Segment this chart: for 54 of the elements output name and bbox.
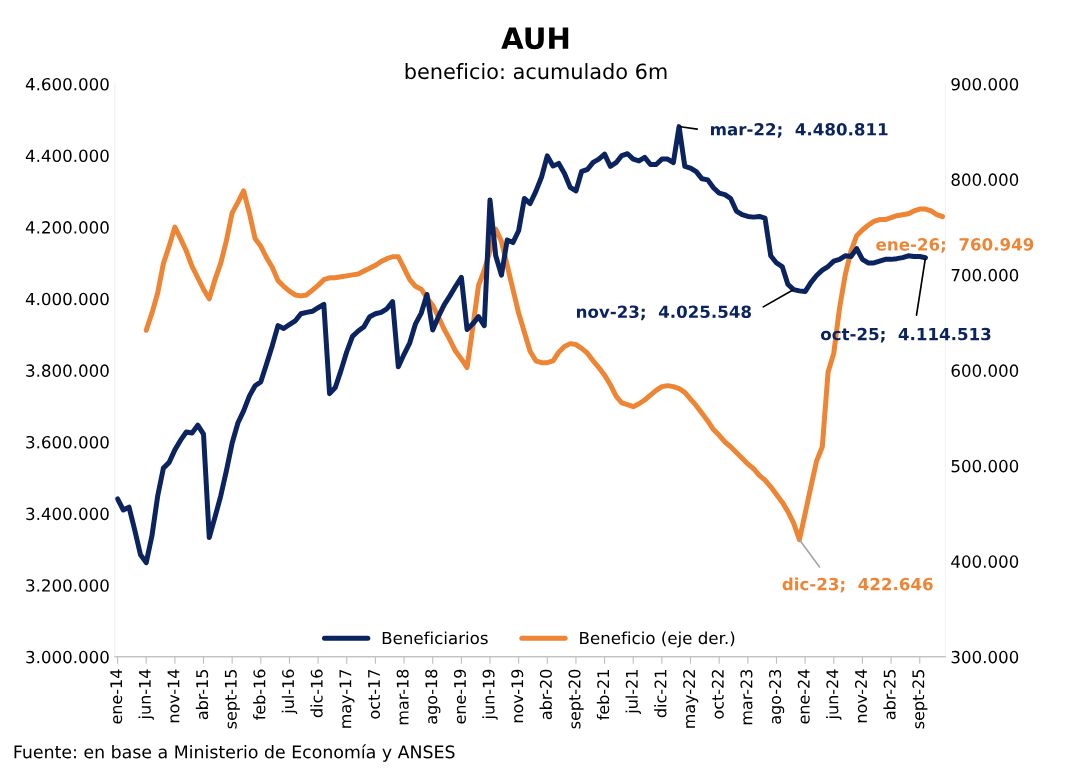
x-tick-label: oct-17 [368, 669, 381, 719]
y-tick-label: 3.600.000 [26, 435, 109, 449]
x-tick-label: may-17 [339, 669, 355, 728]
x-tick-label: abr-15 [195, 670, 209, 720]
x-tick-label: feb-21 [596, 670, 610, 720]
y-tick-label: 4.200.000 [25, 221, 109, 234]
y2-tick-label: 800.000 [951, 173, 1019, 186]
y2-tick-label: 400.000 [951, 555, 1019, 568]
data-label: dic-23; 422.646 [782, 577, 933, 593]
data-label: nov-23; 4.025.548 [577, 305, 751, 321]
x-tick-label: abr-25 [883, 670, 896, 720]
x-tick-label: abr-20 [539, 669, 552, 720]
x-tick-label: ago-18 [425, 669, 441, 724]
x-tick-label: ene-14 [110, 669, 123, 724]
legend-label: Beneficio (eje der.) [580, 631, 735, 648]
y2-tick-label: 600.000 [951, 364, 1019, 377]
y-tick-label: 3.400.000 [26, 507, 109, 521]
y-tick-label: 3.000.000 [26, 650, 109, 664]
x-tick-label: nov-19 [511, 669, 524, 723]
y2-tick-label: 900.000 [951, 77, 1019, 91]
y2-tick-label: 500.000 [951, 459, 1019, 473]
x-tick-label: feb-16 [253, 669, 266, 720]
x-tick-label: oct-22 [711, 670, 724, 719]
x-tick-label: jun-14 [138, 669, 154, 720]
y-tick-label: 3.200.000 [26, 579, 109, 592]
x-tick-label: jul-16 [281, 669, 298, 714]
x-tick-label: mar-23 [740, 669, 753, 725]
x-tick-label: jun-24 [826, 669, 842, 720]
source-note: Fuente: en base a Ministerio de Economía y ANSES [14, 744, 455, 762]
x-tick-label: sept-15 [224, 670, 240, 729]
x-tick-label: ago-23 [769, 669, 785, 724]
legend-label: Beneficiarios [382, 631, 488, 645]
y-tick-label: 4.400.000 [25, 149, 109, 163]
chart-subtitle: beneficio: acumulado 6m [405, 63, 667, 80]
x-tick-label: ene-19 [453, 669, 466, 724]
x-tick-label: sept-20 [568, 669, 584, 729]
x-tick-label: jun-19 [482, 669, 498, 720]
chart-title: AUH [501, 27, 569, 50]
x-tick-label: mar-18 [396, 669, 409, 725]
y2-tick-label: 300.000 [951, 650, 1019, 664]
x-tick-label: dic-16 [310, 669, 323, 718]
x-tick-label: ene-24 [797, 669, 810, 724]
data-label: mar-22; 4.480.811 [711, 123, 888, 138]
y-tick-label: 4.600.000 [25, 77, 109, 91]
x-tick-label: nov-24 [854, 669, 868, 723]
x-tick-label: jul-21 [625, 670, 641, 714]
y-tick-label: 3.800.000 [26, 364, 109, 377]
y2-tick-label: 700.000 [951, 268, 1019, 282]
x-tick-label: may-22 [683, 670, 699, 728]
y-tick-label: 4.000.000 [25, 292, 109, 306]
x-tick-label: nov-14 [167, 669, 180, 723]
x-tick-label: sept-25 [912, 670, 928, 729]
data-label: ene-26; 760.949 [876, 238, 1034, 253]
x-tick-label: dic-21 [654, 670, 667, 718]
